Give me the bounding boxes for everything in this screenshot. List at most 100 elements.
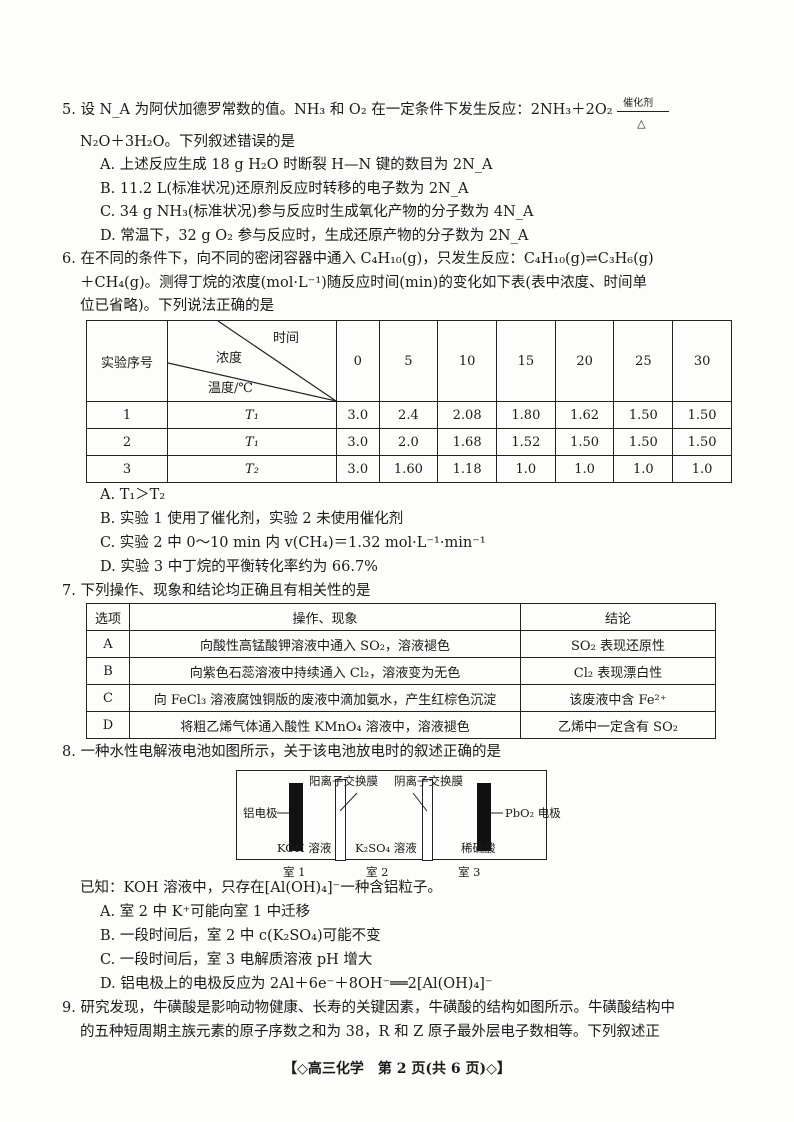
cation-exchange-membrane [335, 779, 346, 861]
q5-option-d: D. 常温下，32 g O₂ 参与反应时，生成还原产物的分子数为 2N_A [100, 228, 529, 244]
cell: 1.62 [554, 401, 615, 429]
cell: 1.50 [672, 428, 732, 456]
row-id: 1 [86, 401, 168, 429]
cell: 该废液中含 Fe²⁺ [520, 684, 716, 712]
q8-stem: 8. 一种水性电解液电池如图所示，关于该电池放电时的叙述正确的是 [62, 744, 501, 760]
cell: 3.0 [336, 428, 380, 456]
cell: C [86, 684, 130, 712]
cell: D [86, 711, 130, 739]
q6-option-d: D. 实验 3 中丁烷的平衡转化率约为 66.7% [100, 559, 378, 575]
q7-table: 选项 操作、现象 结论 A 向酸性高锰酸钾溶液中通入 SO₂，溶液褪色 SO₂ 表现… [86, 603, 716, 739]
q9-stem-line1: 9. 研究发现，牛磺酸是影响动物健康、长寿的关键因素，牛磺酸的结构如图所示。牛磺… [62, 1000, 675, 1016]
header-conc: 浓度 [216, 351, 243, 366]
row-id: 2 [86, 428, 168, 456]
q5-option-c: C. 34 g NH₃(标准状况)参与反应时生成氧化产物的分子数为 4N_A [100, 204, 534, 220]
cell: 1.0 [554, 455, 615, 483]
catalyst-label: 催化剂 [623, 98, 654, 109]
row-id: 3 [86, 455, 168, 483]
header-temp: 温度/℃ [208, 381, 253, 396]
k2so4-label: K₂SO₄ 溶液 [355, 841, 417, 855]
row-temp: T₁ [167, 401, 337, 429]
header-diagonal-cell: 时间 浓度 温度/℃ [167, 320, 337, 402]
room-3-label: 室 3 [458, 865, 481, 879]
cell: 2.0 [378, 428, 439, 456]
anion-exchange-membrane [422, 779, 433, 861]
cell: 1.0 [613, 455, 674, 483]
q6-option-b: B. 实验 1 使用了催化剂，实验 2 未使用催化剂 [100, 511, 404, 527]
time-col: 15 [496, 320, 556, 402]
q5-stem-line1: 5. 设 N_A 为阿伏加德罗常数的值。NH₃ 和 O₂ 在一定条件下发生反应：… [62, 98, 670, 130]
cell: 2.4 [378, 401, 439, 429]
q5-option-b: B. 11.2 L(标准状况)还原剂反应时转移的电子数为 2N_A [100, 181, 469, 197]
cell: 1.50 [613, 401, 674, 429]
cell: 向 FeCl₃ 溶液腐蚀铜版的废液中滴加氨水，产生红棕色沉淀 [129, 684, 521, 712]
cell: A [86, 630, 130, 658]
reaction-arrow: 催化剂 △ [617, 98, 670, 130]
aluminum-electrode [289, 783, 303, 851]
h2so4-label: 稀硫酸 [461, 841, 496, 855]
cell: 1.68 [437, 428, 497, 456]
time-col: 0 [336, 320, 380, 402]
row-temp: T₂ [167, 455, 337, 483]
time-col: 5 [378, 320, 439, 402]
header-time: 时间 [273, 331, 300, 346]
pbo2-electrode-label: PbO₂ 电极 [505, 806, 561, 820]
cell: SO₂ 表现还原性 [520, 630, 716, 658]
table-row: 2 T₁ 3.0 2.0 1.68 1.52 1.50 1.50 1.50 [86, 428, 732, 456]
cell: 1.50 [554, 428, 615, 456]
cell: 1.0 [496, 455, 556, 483]
q8-known: 已知：KOH 溶液中，只存在[Al(OH)₄]⁻一种含铝粒子。 [80, 880, 442, 896]
q9-stem-line2: 的五种短周期主族元素的原子序数之和为 38，R 和 Z 原子最外层电子数相等。下… [80, 1024, 660, 1040]
table-row: 1 T₁ 3.0 2.4 2.08 1.80 1.62 1.50 1.50 [86, 401, 732, 429]
table-row: B 向紫色石蕊溶液中持续通入 Cl₂，溶液变为无色 Cl₂ 表现漂白性 [86, 657, 716, 685]
header-id: 实验序号 [86, 320, 168, 402]
time-col: 30 [672, 320, 732, 402]
cell: 1.0 [672, 455, 732, 483]
cell: 向紫色石蕊溶液中持续通入 Cl₂，溶液变为无色 [129, 657, 521, 685]
cell: 1.18 [437, 455, 497, 483]
page-footer: 【◇高三化学 第 2 页(共 6 页)◇】 [283, 1061, 511, 1077]
q6-option-c: C. 实验 2 中 0～10 min 内 v(CH₄)＝1.32 mol·L⁻¹… [100, 535, 486, 551]
room-1-label: 室 1 [283, 865, 306, 879]
pbo2-electrode [477, 783, 491, 851]
heat-symbol: △ [637, 117, 646, 130]
q5-option-a: A. 上述反应生成 18 g H₂O 时断裂 H—N 键的数目为 2N_A [100, 157, 493, 173]
q8-option-d: D. 铝电极上的电极反应为 2Al＋6e⁻＋8OH⁻══2[Al(OH)₄]⁻ [100, 976, 493, 992]
al-electrode-label: 铝电极 [243, 806, 278, 820]
room-2-label: 室 2 [366, 865, 389, 879]
q6-stem-line1: 6. 在不同的条件下，向不同的密闭容器中通入 C₄H₁₀(g)，只发生反应：C₄… [62, 251, 654, 267]
cell: 3.0 [336, 455, 380, 483]
q6-option-a: A. T₁＞T₂ [100, 487, 166, 503]
time-col: 25 [613, 320, 674, 402]
q6-stem-line3: 位已省略)。下列说法正确的是 [80, 298, 275, 314]
cell: 1.50 [613, 428, 674, 456]
cell: 1.50 [672, 401, 732, 429]
q5-text: 5. 设 N_A 为阿伏加德罗常数的值。NH₃ 和 O₂ 在一定条件下发生反应：… [62, 102, 613, 118]
table-row: 3 T₂ 3.0 1.60 1.18 1.0 1.0 1.0 1.0 [86, 455, 732, 483]
q7-stem: 7. 下列操作、现象和结论均正确且有相关性的是 [62, 583, 371, 599]
header-conclusion: 结论 [520, 603, 716, 631]
cation-membrane-label: 阳离子交换膜 [309, 774, 378, 788]
leader-lines [277, 792, 503, 814]
q8-option-c: C. 一段时间后，室 3 电解质溶液 pH 增大 [100, 952, 373, 968]
q5-stem-line2: N₂O＋3H₂O。下列叙述错误的是 [80, 134, 295, 150]
cell: 3.0 [336, 401, 380, 429]
cell: 将粗乙烯气体通入酸性 KMnO₄ 溶液中，溶液褪色 [129, 711, 521, 739]
q6-data-table: 实验序号 时间 浓度 温度/℃ 0 5 10 15 20 25 30 1 T₁ … [86, 320, 732, 483]
table-row: D 将粗乙烯气体通入酸性 KMnO₄ 溶液中，溶液褪色 乙烯中一定含有 SO₂ [86, 711, 716, 739]
table-row: A 向酸性高锰酸钾溶液中通入 SO₂，溶液褪色 SO₂ 表现还原性 [86, 630, 716, 658]
header-operation: 操作、现象 [129, 603, 521, 631]
anion-membrane-label: 阴离子交换膜 [394, 774, 463, 788]
cell: 乙烯中一定含有 SO₂ [520, 711, 716, 739]
diagonal-lines [168, 321, 336, 401]
cell: B [86, 657, 130, 685]
cell: 1.60 [378, 455, 439, 483]
q6-stem-line2: ＋CH₄(g)。测得丁烷的浓度(mol·L⁻¹)随反应时间(min)的变化如下表… [80, 275, 647, 291]
battery-diagram: 铝电极 PbO₂ 电极 阳离子交换膜 阴离子交换膜 KOH 溶液 K₂SO₄ 溶… [236, 770, 561, 861]
cell: 向酸性高锰酸钾溶液中通入 SO₂，溶液褪色 [129, 630, 521, 658]
time-col: 10 [437, 320, 497, 402]
cell: 2.08 [437, 401, 497, 429]
time-col: 20 [554, 320, 615, 402]
